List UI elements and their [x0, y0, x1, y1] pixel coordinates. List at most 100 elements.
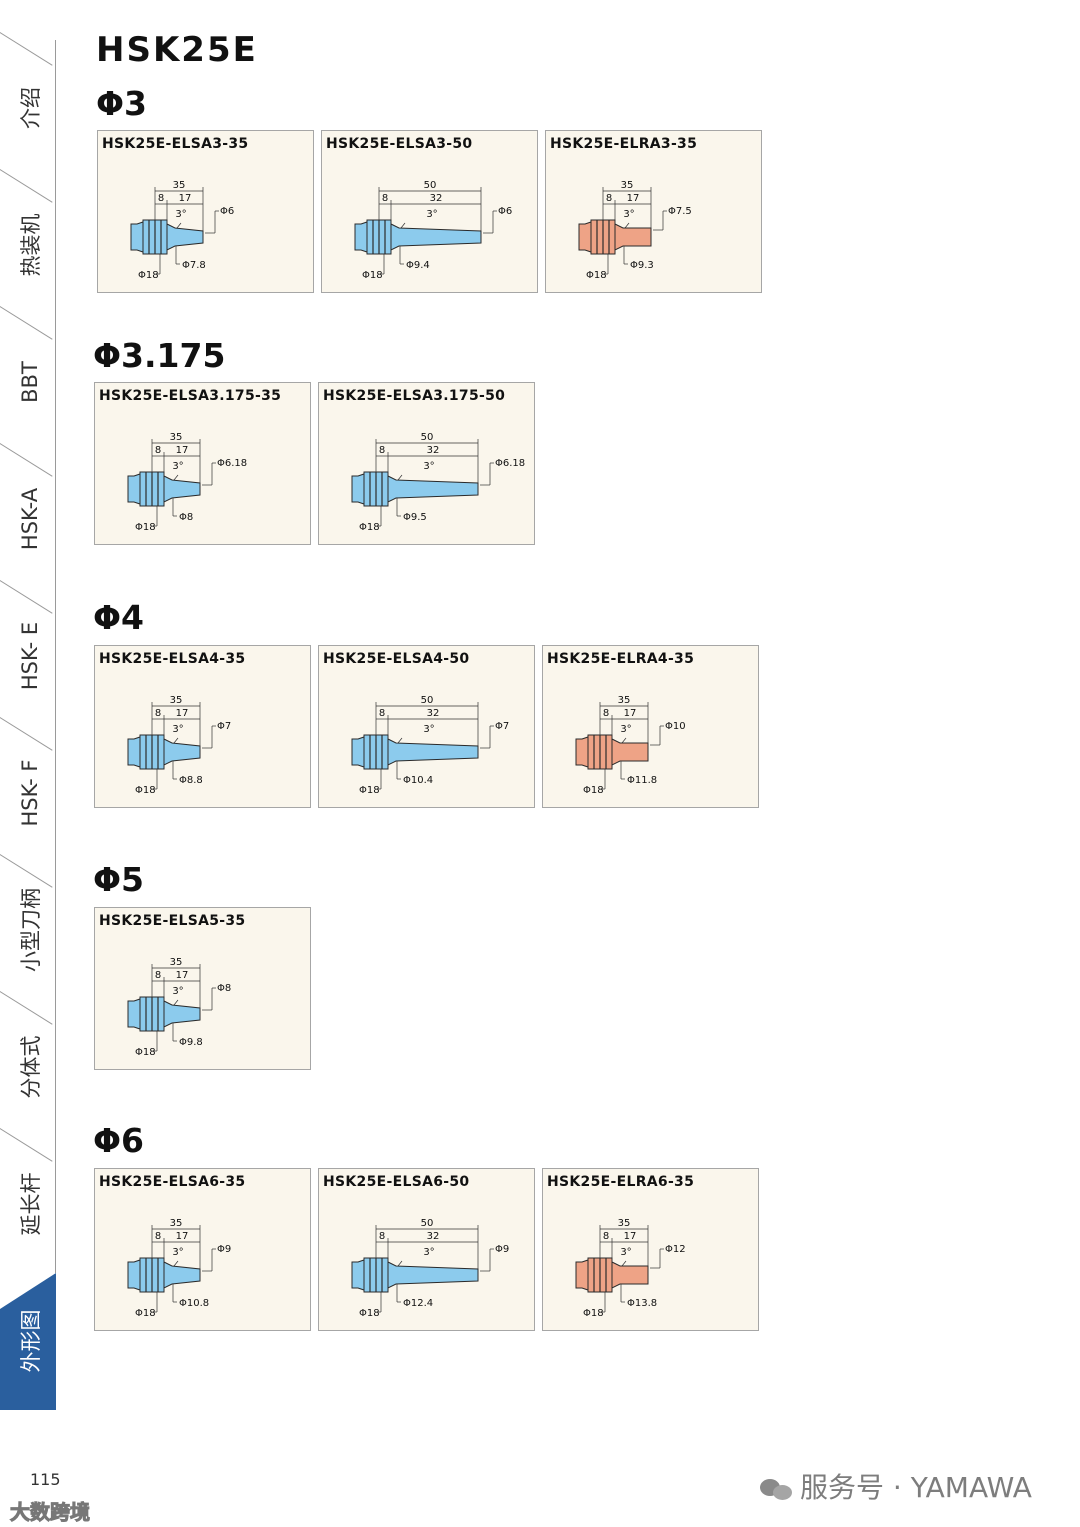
dim-root-diameter: Φ9.4 [406, 260, 430, 271]
dim-flange-diameter: Φ18 [359, 1308, 380, 1319]
dim-flange-diameter: Φ18 [583, 1308, 604, 1319]
dim-flange-length: 8 [155, 445, 161, 456]
model-number: HSK25E-ELSA6-35 [99, 1174, 246, 1190]
taper-cone [354, 221, 368, 253]
product-card: HSK25E-ELSA3.175-50 50 8 32 3° Φ6.18 Φ9.5 Φ18 [318, 382, 535, 545]
shank [611, 1261, 649, 1289]
sidebar-tab[interactable]: 热装机 [0, 169, 56, 314]
sidebar-tab-label: HSK-A [18, 487, 42, 551]
dim-tip-diameter: Φ7.5 [668, 206, 692, 217]
sidebar-tab[interactable]: HSK-A [0, 443, 56, 588]
dim-total-length: 35 [170, 957, 183, 968]
tool-shape [351, 734, 479, 770]
product-card: HSK25E-ELSA5-35 35 8 17 3° Φ8 Φ9.8 Φ18 [94, 907, 311, 1070]
dim-flange-length: 8 [382, 193, 388, 204]
dim-flange-diameter: Φ18 [135, 785, 156, 796]
dim-root-diameter: Φ9.8 [179, 1037, 203, 1048]
product-card: HSK25E-ELSA3-35 35 8 17 3° Φ6 Φ7.8 Φ18 [97, 130, 314, 293]
dimensions: 35 8 17 3° Φ6 Φ7.8 Φ18 [138, 180, 234, 281]
dim-total-length: 35 [618, 1218, 631, 1229]
dim-flange-length: 8 [155, 970, 161, 981]
shank [166, 223, 204, 251]
product-card: HSK25E-ELRA3-35 35 8 17 3° Φ7.5 Φ9.3 Φ18 [545, 130, 762, 293]
model-number: HSK25E-ELSA3-35 [102, 136, 249, 152]
tool-shape [575, 1257, 649, 1293]
dim-root-diameter: Φ9.5 [403, 512, 427, 523]
model-number: HSK25E-ELSA4-50 [323, 651, 470, 667]
sidebar-tab[interactable]: BBT [0, 306, 56, 451]
tool-shape [351, 471, 479, 507]
product-card: HSK25E-ELRA6-35 35 8 17 3° Φ12 Φ13.8 Φ18 [542, 1168, 759, 1331]
sidebar-tab[interactable]: 延长杆 [0, 1128, 56, 1273]
section-title: Φ4 [93, 598, 145, 637]
sidebar-tab[interactable]: 介绍 [0, 32, 56, 177]
product-card: HSK25E-ELSA4-35 35 8 17 3° Φ7 Φ8.8 Φ18 [94, 645, 311, 808]
tool-shape [578, 219, 652, 255]
dimensions: 35 8 17 3° Φ7.5 Φ9.3 Φ18 [586, 180, 692, 281]
shank [163, 738, 201, 766]
taper-cone [351, 1259, 365, 1291]
page-number: 115 [30, 1470, 61, 1489]
sidebar-tab[interactable]: 外形图 [0, 1273, 56, 1410]
tool-drawing: 50 8 32 3° Φ6.18 Φ9.5 Φ18 [351, 432, 525, 533]
dimensions: 50 8 32 3° Φ9 Φ12.4 Φ18 [359, 1218, 509, 1319]
section-title: Φ5 [93, 860, 145, 899]
tool-shape [127, 1257, 201, 1293]
shank [163, 1000, 201, 1028]
tool-shape [127, 734, 201, 770]
angle-leader [400, 222, 406, 229]
dim-root-diameter: Φ11.8 [627, 775, 657, 786]
dim-tip-diameter: Φ8 [217, 983, 231, 994]
tool-drawing: 50 8 32 3° Φ6 Φ9.4 Φ18 [354, 180, 512, 281]
tool-drawing: 35 8 17 3° Φ6 Φ7.8 Φ18 [130, 180, 234, 281]
dim-total-length: 35 [170, 695, 183, 706]
dim-total-length: 50 [421, 1218, 434, 1229]
tool-drawing: 50 8 32 3° Φ9 Φ12.4 Φ18 [351, 1218, 509, 1319]
taper-cone [351, 473, 365, 505]
page-title: HSK25E [96, 30, 258, 70]
shank [163, 1261, 201, 1289]
product-card: HSK25E-ELRA4-35 35 8 17 3° Φ10 Φ11.8 Φ18 [542, 645, 759, 808]
dim-shank-length: 32 [430, 193, 443, 204]
dimensions: 50 8 32 3° Φ6 Φ9.4 Φ18 [362, 180, 512, 281]
tool-drawing: 35 8 17 3° Φ10 Φ11.8 Φ18 [575, 695, 686, 796]
dim-total-length: 35 [170, 432, 183, 443]
dim-tip-diameter: Φ7 [495, 721, 509, 732]
dim-tip-diameter: Φ7 [217, 721, 231, 732]
taper-cone [127, 736, 141, 768]
dim-tip-diameter: Φ6 [498, 206, 512, 217]
dim-shank-length: 32 [427, 708, 440, 719]
dim-flange-length: 8 [155, 1231, 161, 1242]
angle-leader [397, 474, 403, 481]
tab-notch [0, 1273, 56, 1309]
taper-cone [127, 998, 141, 1030]
dim-flange-diameter: Φ18 [362, 270, 383, 281]
sidebar-tab[interactable]: 小型刀柄 [0, 854, 56, 999]
dimensions: 35 8 17 3° Φ6.18 Φ8 Φ18 [135, 432, 247, 533]
tool-drawing: 35 8 17 3° Φ7.5 Φ9.3 Φ18 [578, 180, 692, 281]
shank [614, 223, 652, 251]
tool-shape [130, 219, 204, 255]
dim-shank-length: 17 [176, 708, 189, 719]
dimensions: 35 8 17 3° Φ7 Φ8.8 Φ18 [135, 695, 231, 796]
dim-tip-diameter: Φ9 [495, 1244, 509, 1255]
dim-tip-diameter: Φ6 [220, 206, 234, 217]
dim-total-length: 50 [421, 695, 434, 706]
sidebar-tab[interactable]: HSK- F [0, 717, 56, 862]
dim-taper-angle: 3° [172, 1247, 183, 1258]
taper-cone [127, 473, 141, 505]
dim-taper-angle: 3° [423, 1247, 434, 1258]
dim-flange-length: 8 [606, 193, 612, 204]
dim-taper-angle: 3° [172, 461, 183, 472]
sidebar-tab[interactable]: HSK- E [0, 580, 56, 725]
dimensions: 50 8 32 3° Φ7 Φ10.4 Φ18 [359, 695, 509, 796]
angle-leader [621, 1260, 627, 1267]
dim-flange-length: 8 [158, 193, 164, 204]
sidebar-tab[interactable]: 分体式 [0, 991, 56, 1136]
dimensions: 35 8 17 3° Φ8 Φ9.8 Φ18 [135, 957, 231, 1058]
dim-total-length: 35 [170, 1218, 183, 1229]
dim-flange-length: 8 [603, 708, 609, 719]
dim-total-length: 50 [421, 432, 434, 443]
product-card: HSK25E-ELSA6-50 50 8 32 3° Φ9 Φ12.4 Φ18 [318, 1168, 535, 1331]
dim-flange-diameter: Φ18 [359, 522, 380, 533]
